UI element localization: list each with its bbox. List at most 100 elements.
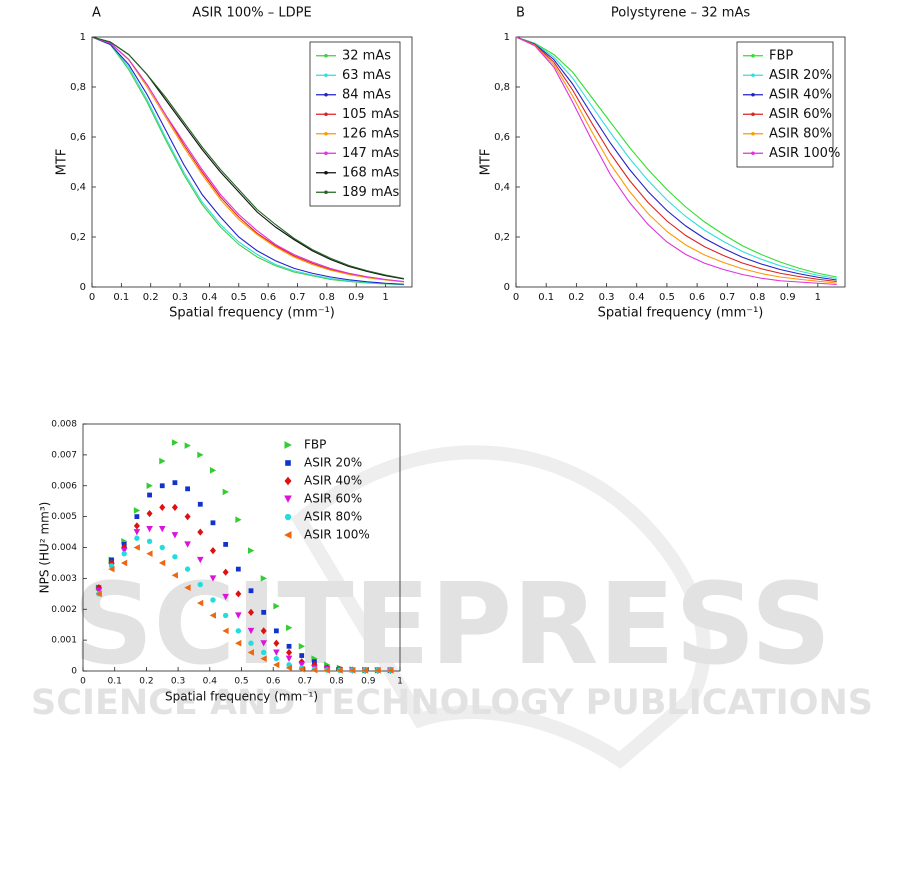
point [134, 514, 140, 520]
point [171, 503, 178, 511]
legend-label: FBP [769, 48, 793, 63]
point [285, 655, 293, 662]
point [159, 483, 165, 489]
x-tick-label: 0.3 [172, 292, 188, 303]
point [298, 665, 305, 673]
point [197, 528, 204, 536]
point [374, 667, 381, 674]
point [336, 667, 343, 674]
point [273, 628, 279, 634]
legend-label: ASIR 100% [304, 528, 370, 542]
point [298, 643, 306, 650]
x-tick-label: 0.2 [143, 292, 159, 303]
point [273, 655, 280, 662]
y-tick-label: 0.005 [51, 512, 77, 522]
legend-swatch-marker [324, 190, 328, 195]
plot-frame [515, 36, 846, 288]
legend-swatch-marker [324, 112, 328, 117]
y-tick-label: 0.008 [51, 420, 77, 430]
point [108, 565, 115, 573]
point [120, 547, 128, 554]
point [209, 546, 216, 555]
legend-label: ASIR 80% [304, 510, 362, 524]
x-axis-label: Spatial frequency (mm⁻¹) [598, 306, 764, 321]
legend-label: ASIR 20% [304, 456, 362, 470]
x-axis-label: Spatial frequency (mm⁻¹) [169, 306, 335, 321]
series-line [515, 36, 837, 286]
chart-title: ASIR 100% – LDPE [192, 6, 311, 21]
point [235, 590, 242, 598]
x-tick-label: 0.6 [266, 677, 281, 687]
x-tick-label: 0 [80, 677, 86, 687]
series-line [91, 36, 404, 285]
point [247, 649, 255, 656]
point [209, 575, 217, 582]
x-tick-label: 0.8 [750, 292, 766, 303]
legend-marker [284, 476, 292, 486]
point [172, 480, 178, 486]
point [120, 559, 128, 567]
legend-box [309, 41, 401, 207]
x-tick-label: 0.6 [689, 292, 705, 303]
point [260, 627, 267, 635]
series-line [515, 36, 837, 278]
point [171, 439, 179, 446]
chart-title: Polystyrene – 32 mAs [611, 6, 750, 21]
point [235, 612, 242, 619]
legend-label: 105 mAs [342, 107, 400, 122]
point [273, 661, 280, 669]
legend-swatch-marker [751, 53, 755, 58]
series-line [91, 36, 404, 283]
x-tick-label: 1 [815, 292, 821, 303]
x-tick-label: 0.9 [780, 292, 796, 303]
point [273, 639, 280, 647]
legend-label: 168 mAs [342, 165, 400, 180]
point [184, 541, 191, 548]
y-axis-label: MTF [479, 149, 494, 176]
point [235, 628, 242, 634]
point [185, 486, 191, 492]
legend-marker [284, 531, 292, 539]
y-axis-label: NPS (HU² mm³) [38, 502, 52, 594]
x-tick-label: 0.8 [329, 677, 344, 687]
point [349, 667, 356, 674]
point [133, 529, 141, 536]
y-tick-label: 0,8 [70, 82, 86, 93]
x-tick-label: 0.6 [260, 292, 276, 303]
legend-label: 84 mAs [342, 87, 391, 102]
point [159, 544, 165, 551]
x-tick-label: 0.3 [171, 677, 185, 687]
point [299, 653, 305, 658]
legend-label: 63 mAs [342, 68, 391, 83]
plot-frame [91, 36, 413, 288]
point [171, 571, 178, 579]
point [260, 655, 267, 662]
series-line [515, 36, 837, 281]
y-tick-label: 0 [80, 282, 86, 293]
point [286, 624, 293, 632]
legend-label: ASIR 60% [304, 492, 362, 506]
x-tick-label: 0.9 [348, 292, 364, 303]
point [158, 559, 166, 567]
series-line [91, 36, 404, 283]
y-tick-label: 0.003 [51, 574, 77, 584]
x-axis-label: Spatial frequency (mm⁻¹) [165, 690, 318, 704]
point [95, 587, 103, 595]
legend-label: ASIR 100% [769, 146, 840, 161]
point [222, 627, 229, 635]
legend-swatch-marker [751, 92, 755, 97]
point [298, 661, 306, 669]
point [196, 556, 204, 564]
legend-swatch-marker [324, 92, 328, 97]
x-tick-label: 0.2 [139, 677, 153, 687]
watermark-title: SCITEPRESS [73, 560, 832, 690]
x-tick-label: 1 [382, 292, 388, 303]
watermark-shape [290, 445, 711, 769]
x-tick-label: 0.4 [629, 292, 645, 303]
legend-marker [284, 441, 292, 449]
x-tick-label: 0.9 [361, 677, 376, 687]
point [158, 525, 166, 533]
point [184, 566, 191, 572]
